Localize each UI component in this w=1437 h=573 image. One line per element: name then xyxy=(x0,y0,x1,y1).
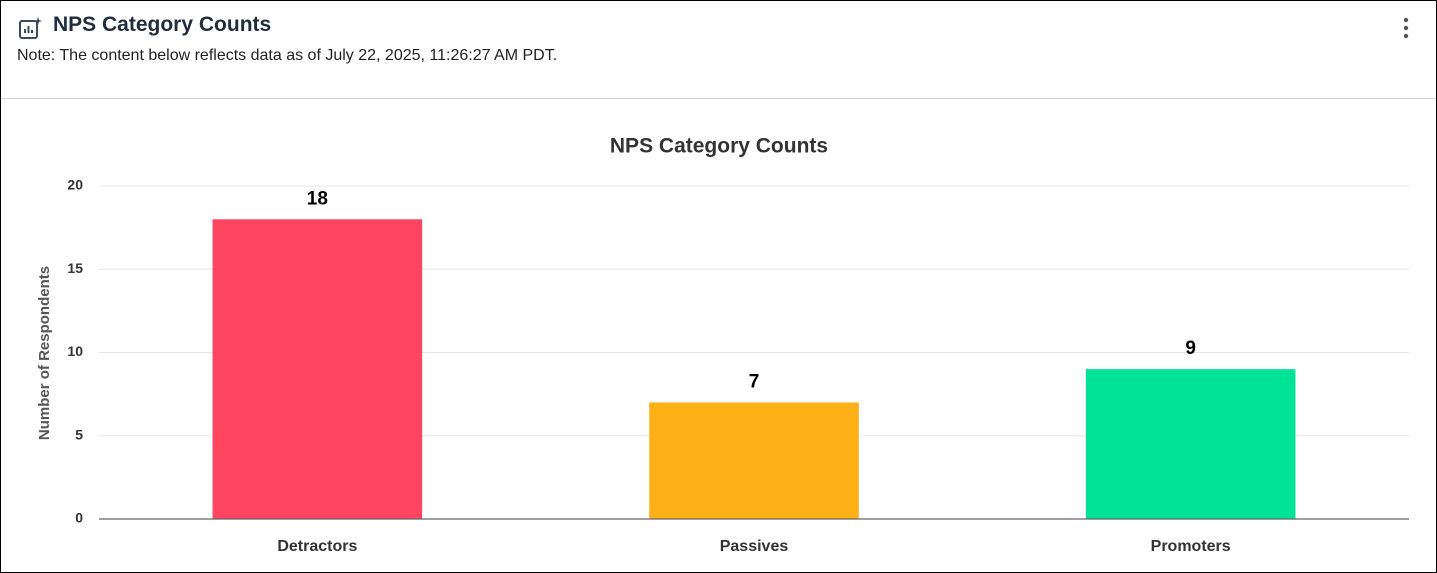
data-label: 9 xyxy=(1185,338,1196,359)
y-tick-label: 5 xyxy=(75,426,83,442)
x-tick-label: Detractors xyxy=(277,538,357,555)
y-tick-label: 15 xyxy=(67,260,83,276)
bar xyxy=(1085,369,1296,519)
bar xyxy=(212,219,423,520)
y-axis-label: Number of Respondents xyxy=(36,266,53,440)
widget-title: NPS Category Counts xyxy=(53,13,272,36)
data-label: 18 xyxy=(307,188,328,209)
x-tick-label: Promoters xyxy=(1151,538,1231,555)
chart-icon xyxy=(19,17,42,39)
y-tick-label: 10 xyxy=(67,343,83,359)
chart-title: NPS Category Counts xyxy=(610,135,828,158)
more-menu[interactable] xyxy=(1399,17,1413,39)
data-label: 7 xyxy=(749,371,760,392)
divider xyxy=(1,98,1436,99)
y-tick-label: 0 xyxy=(75,510,83,526)
y-tick-label: 20 xyxy=(67,177,83,193)
bar xyxy=(649,402,859,519)
data-note: Note: The content below reflects data as… xyxy=(17,47,558,64)
chart: NPS Category Counts Number of Respondent… xyxy=(36,135,1409,555)
x-tick-label: Passives xyxy=(720,538,789,555)
